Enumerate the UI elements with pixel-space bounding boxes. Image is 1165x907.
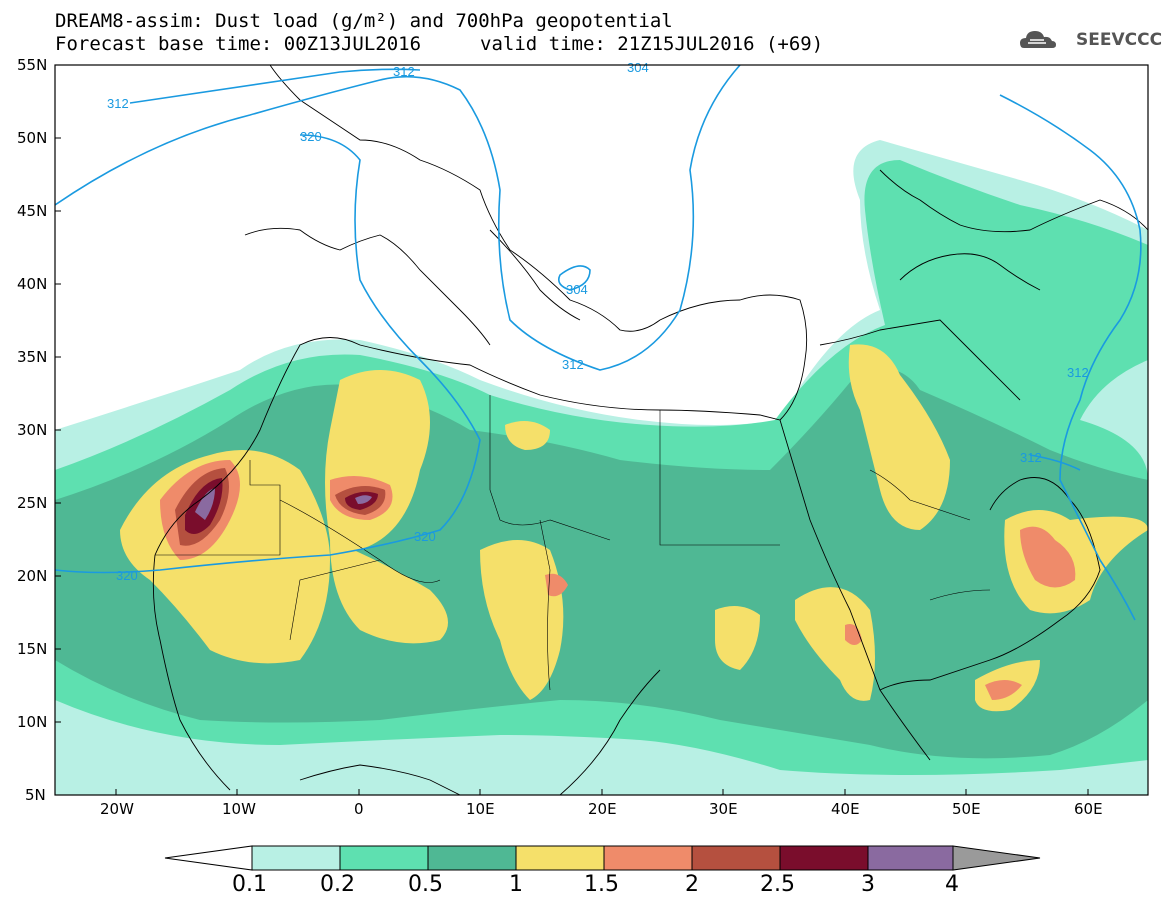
dust-level-4g xyxy=(795,587,875,701)
lon-label: 0 xyxy=(354,800,364,818)
lat-label: 30N xyxy=(17,421,48,439)
contour-label: 312 xyxy=(107,96,129,111)
colorbar-label: 2.5 xyxy=(760,872,795,897)
axis-ticks xyxy=(55,64,1089,795)
lat-label: 5N xyxy=(25,786,46,804)
dust-level-5d xyxy=(1020,526,1076,588)
contour-label: 304 xyxy=(627,60,649,75)
contour-label: 312 xyxy=(1020,450,1042,465)
colorbar-segment xyxy=(691,845,781,871)
dust-level-4d xyxy=(480,540,564,700)
coastlines xyxy=(152,65,1148,795)
logo-text: SEEVCCC xyxy=(1076,30,1163,50)
lon-label: 60E xyxy=(1074,800,1103,818)
dust-level-5c xyxy=(545,573,568,597)
colorbar-label: 1.5 xyxy=(584,872,619,897)
colorbar-label: 3 xyxy=(861,872,875,897)
lat-label: 45N xyxy=(17,202,48,220)
colorbar-label: 0.1 xyxy=(232,872,267,897)
colorbar-segment xyxy=(952,845,1041,871)
colorbar-segment xyxy=(515,845,605,871)
dust-level-5f xyxy=(845,624,862,645)
dust-fields xyxy=(55,140,1148,795)
dust-level-4h xyxy=(848,344,950,530)
colorbar-segment xyxy=(867,845,954,871)
lon-label: 20E xyxy=(588,800,617,818)
colorbar-segment xyxy=(603,845,693,871)
title-line-1: DREAM8-assim: Dust load (g/m²) and 700hP… xyxy=(55,10,673,32)
lon-label: 50E xyxy=(952,800,981,818)
title-line-2: Forecast base time: 00Z13JUL2016 xyxy=(55,33,422,55)
lat-label: 35N xyxy=(17,348,48,366)
lon-label: 10W xyxy=(222,800,256,818)
contour-label: 312 xyxy=(1067,365,1089,380)
colorbar-segment xyxy=(251,845,341,871)
colorbar-segment xyxy=(164,845,253,871)
colorbar-segment xyxy=(339,845,429,871)
colorbar xyxy=(164,845,1041,871)
contour-label: 320 xyxy=(116,568,138,583)
contour-label: 312 xyxy=(562,357,584,372)
colorbar-label: 1 xyxy=(509,872,523,897)
dust-level-4f xyxy=(715,606,760,670)
lat-label: 40N xyxy=(17,275,48,293)
lon-label: 10E xyxy=(466,800,495,818)
dust-level-8b xyxy=(355,495,372,504)
lat-label: 55N xyxy=(17,56,48,74)
lat-label: 10N xyxy=(17,713,48,731)
lon-label: 20W xyxy=(100,800,134,818)
dust-level-4c xyxy=(330,540,448,644)
colorbar-label: 0.2 xyxy=(320,872,355,897)
geopotential-contours xyxy=(55,65,1142,621)
contour-label: 304 xyxy=(566,282,588,297)
lat-label: 25N xyxy=(17,494,48,512)
borders xyxy=(155,395,991,691)
lon-label: 40E xyxy=(831,800,860,818)
contour-label: 320 xyxy=(300,129,322,144)
colorbar-label: 4 xyxy=(945,872,959,897)
lat-label: 50N xyxy=(17,129,48,147)
contour-labels: 312 304 312 320 304 312 312 312 320 320 xyxy=(107,60,1089,583)
lat-label: 20N xyxy=(17,567,48,585)
colorbar-label: 2 xyxy=(685,872,699,897)
dust-level-4e xyxy=(505,421,550,450)
contour-label: 320 xyxy=(414,529,436,544)
lon-label: 30E xyxy=(709,800,738,818)
colorbar-label: 0.5 xyxy=(408,872,443,897)
colorbar-segment xyxy=(779,845,869,871)
dust-level-8a xyxy=(195,488,215,520)
colorbar-segment xyxy=(427,845,517,871)
valid-time: valid time: 21Z15JUL2016 (+69) xyxy=(480,33,824,55)
lat-label: 15N xyxy=(17,640,48,658)
contour-label: 312 xyxy=(393,64,415,79)
dust-level-5e xyxy=(985,680,1022,700)
cloud-logo-icon xyxy=(1020,31,1056,48)
